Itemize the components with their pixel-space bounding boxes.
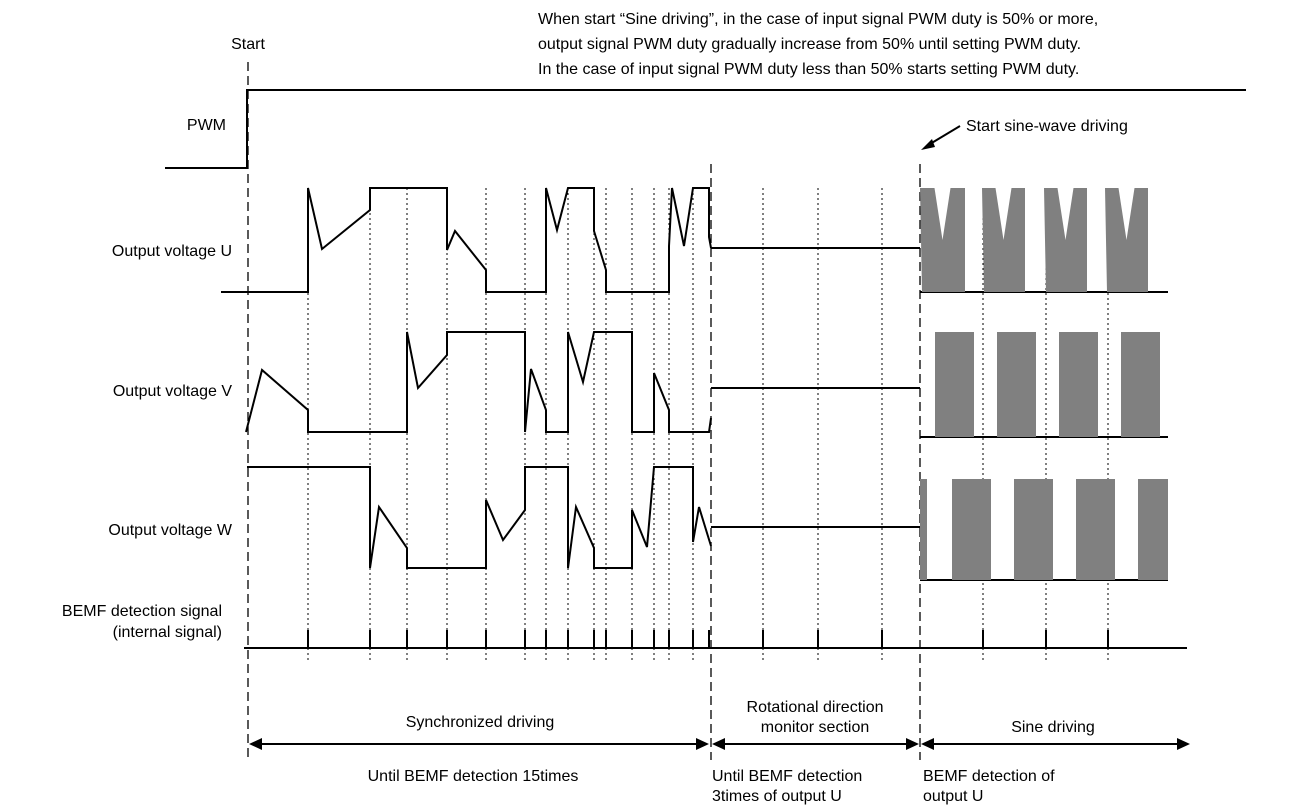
sine-block-u xyxy=(982,188,1025,292)
sine-arrowhead-right xyxy=(1177,738,1190,750)
sine-start-label: Start sine-wave driving xyxy=(966,118,1128,135)
pwm-label: PWM xyxy=(187,117,226,134)
output-w-label: Output voltage W xyxy=(108,522,233,539)
sine-section-label: Sine driving xyxy=(1011,719,1095,736)
output-v-label: Output voltage V xyxy=(113,383,233,400)
sine-start-callout: Start sine-wave driving xyxy=(921,118,1128,150)
signal-labels: PWM Output voltage U Output voltage V Ou… xyxy=(62,117,233,641)
sine-start-arrowhead xyxy=(921,139,935,150)
sine-block-w xyxy=(1014,479,1053,580)
sine-block-v xyxy=(935,332,974,437)
sine-driving-note: When start “Sine driving”, in the case o… xyxy=(538,11,1098,78)
section-arrows xyxy=(249,738,1190,750)
monitor-arrowhead-right xyxy=(906,738,919,750)
sine-block-u xyxy=(1044,188,1087,292)
bemf-pulses xyxy=(307,630,1109,648)
pwm-waveform xyxy=(165,89,1246,169)
sync-arrowhead-left xyxy=(249,738,262,750)
sine-block-w xyxy=(920,479,927,580)
note-line-3: In the case of input signal PWM duty les… xyxy=(538,61,1079,78)
output-u-waveform xyxy=(221,187,712,293)
monitor-condition-line-1: Until BEMF detection xyxy=(712,768,862,785)
sine-block-v xyxy=(1121,332,1160,437)
sine-start-pointer xyxy=(929,125,961,145)
note-line-1: When start “Sine driving”, in the case o… xyxy=(538,11,1098,28)
sine-block-u xyxy=(1105,188,1148,292)
sine-block-w xyxy=(952,479,991,580)
monitor-condition-line-2: 3times of output U xyxy=(712,788,842,805)
sine-block-v xyxy=(1059,332,1098,437)
start-label: Start xyxy=(231,36,265,53)
sync-arrowhead-right xyxy=(696,738,709,750)
sine-condition-line-1: BEMF detection of xyxy=(923,768,1055,785)
sync-condition-label: Until BEMF detection 15times xyxy=(368,768,579,785)
section-labels: Synchronized driving Rotational directio… xyxy=(406,699,1095,736)
output-w-waveform xyxy=(247,466,712,569)
sine-block-u xyxy=(920,188,965,292)
monitor-section-label-line-1: Rotational direction xyxy=(747,699,884,716)
output-v-waveform xyxy=(245,331,712,433)
monitor-arrowhead-left xyxy=(712,738,725,750)
bemf-label-line-1: BEMF detection signal xyxy=(62,603,222,620)
note-line-2: output signal PWM duty gradually increas… xyxy=(538,36,1081,53)
sine-condition-line-2: output U xyxy=(923,788,983,805)
sine-arrowhead-left xyxy=(921,738,934,750)
condition-labels: Until BEMF detection 15times Until BEMF … xyxy=(368,768,1056,805)
sine-block-w xyxy=(1076,479,1115,580)
sync-section-label: Synchronized driving xyxy=(406,714,555,731)
sine-block-w xyxy=(1138,479,1168,580)
output-u-label: Output voltage U xyxy=(112,243,232,260)
sine-driving-blocks xyxy=(920,188,1168,580)
bemf-label-line-2: (internal signal) xyxy=(113,624,222,641)
monitor-section-label-line-2: monitor section xyxy=(761,719,870,736)
sine-block-v xyxy=(997,332,1036,437)
section-boundaries xyxy=(247,62,921,760)
